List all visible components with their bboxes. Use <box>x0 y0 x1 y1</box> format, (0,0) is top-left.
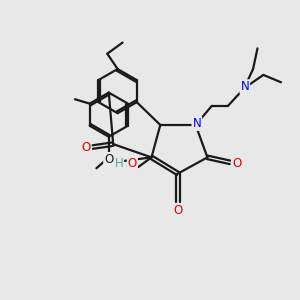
Text: O: O <box>82 141 91 154</box>
Text: O: O <box>173 204 183 217</box>
Text: H: H <box>114 157 123 170</box>
Text: N: N <box>240 80 249 93</box>
Text: O: O <box>104 153 113 166</box>
Text: O: O <box>128 157 137 170</box>
Text: O: O <box>232 157 241 170</box>
Text: N: N <box>192 117 201 130</box>
